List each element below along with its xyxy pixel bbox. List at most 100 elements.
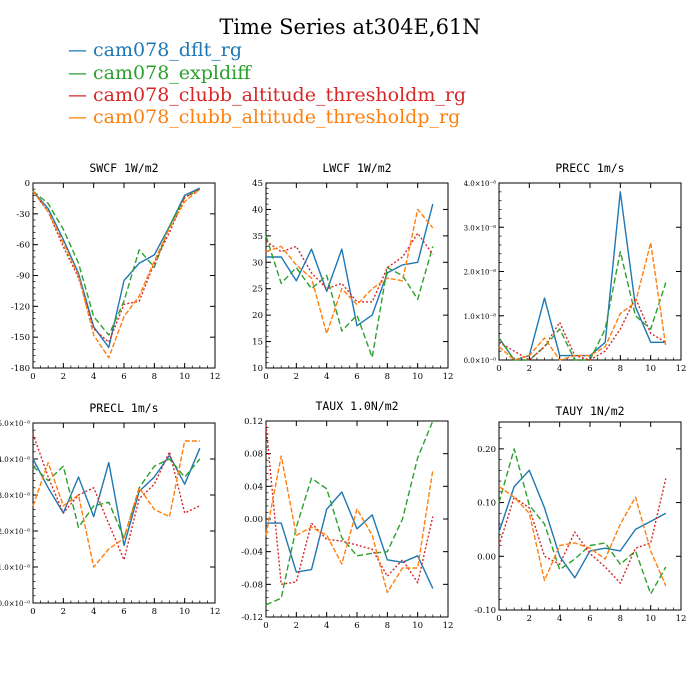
- precl-xtick-label: 12: [210, 607, 221, 617]
- precl-xtick-label: 6: [121, 607, 126, 617]
- lwcf-panel-title: LWCF 1W/m2: [322, 161, 391, 175]
- taux-ytick-label: -0.12: [241, 613, 263, 623]
- swcf-ytick-label: -150: [11, 333, 30, 343]
- taux-xtick-label: 2: [294, 621, 299, 631]
- precl-ytick-label: 1.0×10⁻⁸: [0, 564, 30, 572]
- precl-ytick-label: 3.0×10⁻⁸: [0, 492, 30, 500]
- taux-xtick-label: 4: [324, 621, 329, 631]
- taux-ytick-label: 0.12: [244, 417, 263, 427]
- precc-xtick-label: 12: [676, 364, 687, 374]
- precl-xtick-label: 8: [152, 607, 157, 617]
- precl-plot-frame: [32, 422, 216, 604]
- precc-ytick-label: 2.0×10⁻⁸: [464, 269, 497, 277]
- taux-xtick-label: 10: [412, 621, 423, 631]
- taux-xtick-label: 8: [385, 621, 390, 631]
- precl-ytick-label: 4.0×10⁻⁸: [0, 456, 30, 464]
- precc-panel-title: PRECC 1m/s: [555, 161, 624, 175]
- tauy-panel: TAUY 1N/m2 0 2 4 6 8 10 12 -0.10 0.00 0.10 0.20: [474, 404, 686, 624]
- swcf-xtick-label: 12: [210, 372, 221, 382]
- lwcf-ytick-label: 45: [252, 179, 263, 189]
- tauy-series-cam078-expldiff: [498, 448, 667, 595]
- precc-plot-frame: [498, 182, 682, 361]
- legend-entry-dflt: — cam078_dflt_rg: [68, 39, 242, 61]
- lwcf-panel: LWCF 1W/m2 0 2 4 6 8 10 12 10 15 20 25 30 35 40 45: [252, 161, 453, 382]
- precc-xtick-label: 4: [557, 364, 562, 374]
- tauy-xtick-label: 2: [527, 614, 532, 624]
- lwcf-ytick-label: 30: [252, 258, 263, 268]
- swcf-ytick-label: 0: [25, 179, 30, 189]
- precc-ytick-label: 0.0×10⁻⁰: [464, 357, 497, 365]
- taux-ytick-label: 0.04: [244, 482, 263, 492]
- precc-series-cam078-clubb-altitude-thresholdp-rg: [498, 241, 667, 361]
- precl-xtick-label: 0: [30, 607, 35, 617]
- taux-panel-title: TAUX 1.0N/m2: [315, 399, 398, 413]
- lwcf-ytick-label: 10: [252, 364, 263, 374]
- precl-ytick-label: 0.0×10⁻⁰: [0, 600, 30, 608]
- tauy-xtick-label: 10: [645, 614, 656, 624]
- tauy-series-cam078-clubb-altitude-thresholdp-rg: [498, 485, 667, 587]
- legend-entry-expldiff: — cam078_expldiff: [68, 62, 252, 84]
- taux-ytick-label: 0.00: [244, 515, 263, 525]
- tauy-xtick-label: 4: [557, 614, 562, 624]
- precl-panel: PRECL 1m/s 0 2 4 6 8 10 12 0.0×10⁻⁰ 1.0×10⁻⁸ 2.0×1…: [0, 401, 220, 617]
- swcf-panel: SWCF 1W/m2 0 2 4 6 8 10 12 -180 -150 -120 -90 -60 -30…: [11, 161, 221, 382]
- lwcf-ytick-label: 40: [252, 205, 263, 215]
- precc-xtick-label: 8: [618, 364, 623, 374]
- swcf-ytick-label: -120: [11, 302, 30, 312]
- taux-ytick-label: 0.08: [244, 450, 263, 460]
- lwcf-xtick-label: 6: [354, 372, 359, 382]
- precl-series-cam078-expldiff: [32, 458, 201, 539]
- precc-xtick-label: 6: [587, 364, 592, 374]
- precl-xtick-label: 4: [91, 607, 96, 617]
- lwcf-series-cam078-dflt-rg: [266, 203, 434, 327]
- lwcf-xtick-label: 4: [324, 372, 329, 382]
- lwcf-ytick-label: 25: [252, 285, 263, 295]
- tauy-ytick-label: 0.00: [477, 552, 496, 562]
- lwcf-xtick-label: 2: [294, 372, 299, 382]
- lwcf-ytick-label: 35: [252, 232, 263, 242]
- swcf-xtick-label: 4: [91, 372, 96, 382]
- legend-entry-thresholdp: — cam078_clubb_altitude_thresholdp_rg: [68, 106, 460, 128]
- taux-series-cam078-clubb-altitude-thresholdm-rg: [265, 425, 434, 585]
- taux-series-cam078-dflt-rg: [266, 491, 434, 589]
- precc-ytick-label: 4.0×10⁻⁸: [464, 180, 497, 188]
- lwcf-ytick-label: 15: [252, 338, 263, 348]
- tauy-xtick-label: 12: [676, 614, 687, 624]
- tauy-plot-frame: [498, 421, 682, 611]
- swcf-plot-frame: [32, 182, 216, 369]
- precc-xtick-label: 2: [527, 364, 532, 374]
- lwcf-series-cam078-clubb-altitude-thresholdp-rg: [265, 208, 434, 335]
- taux-ytick-label: -0.04: [241, 548, 263, 558]
- figure-title: Time Series at304E,61N: [219, 15, 480, 39]
- swcf-xtick-label: 10: [179, 372, 190, 382]
- swcf-panel-title: SWCF 1W/m2: [89, 161, 158, 175]
- precc-series-cam078-expldiff: [498, 250, 667, 361]
- swcf-xtick-label: 8: [152, 372, 157, 382]
- lwcf-ytick-label: 20: [252, 311, 263, 321]
- lwcf-series-cam078-expldiff: [265, 235, 434, 359]
- tauy-series-cam078-dflt-rg: [498, 469, 667, 579]
- swcf-ytick-label: -30: [16, 210, 30, 220]
- tauy-panel-title: TAUY 1N/m2: [555, 404, 624, 418]
- precc-series-cam078-dflt-rg: [498, 191, 666, 361]
- swcf-ytick-label: -60: [16, 241, 30, 251]
- swcf-series-cam078-expldiff: [32, 188, 201, 336]
- swcf-ytick-label: -90: [16, 272, 30, 282]
- tauy-ytick-label: 0.10: [477, 499, 496, 509]
- precl-ytick-label: 5.0×10⁻⁸: [0, 420, 30, 428]
- precc-series-cam078-clubb-altitude-thresholdm-rg: [498, 297, 667, 361]
- taux-panel: TAUX 1.0N/m2 0 2 4 6 8 10 12 -0.12 -0.08 -0.04 0.00…: [241, 399, 453, 631]
- swcf-ytick-label: -180: [11, 364, 30, 374]
- lwcf-xtick-label: 0: [263, 372, 268, 382]
- panels: SWCF 1W/m2 0 2 4 6 8 10 12 -180 -150 -120 -90 -60 -30…: [0, 161, 686, 631]
- lwcf-xtick-label: 12: [443, 372, 454, 382]
- precl-series-cam078-clubb-altitude-thresholdm-rg: [32, 433, 201, 561]
- lwcf-series-cam078-clubb-altitude-thresholdm-rg: [265, 232, 434, 303]
- tauy-xtick-label: 0: [496, 614, 501, 624]
- legend-entry-thresholdm: — cam078_clubb_altitude_thresholdm_rg: [68, 84, 466, 106]
- taux-xtick-label: 6: [354, 621, 359, 631]
- swcf-series-cam078-clubb-altitude-thresholdm-rg: [32, 188, 201, 343]
- taux-series-cam078-clubb-altitude-thresholdp-rg: [265, 455, 434, 594]
- precl-series-cam078-dflt-rg: [32, 447, 201, 547]
